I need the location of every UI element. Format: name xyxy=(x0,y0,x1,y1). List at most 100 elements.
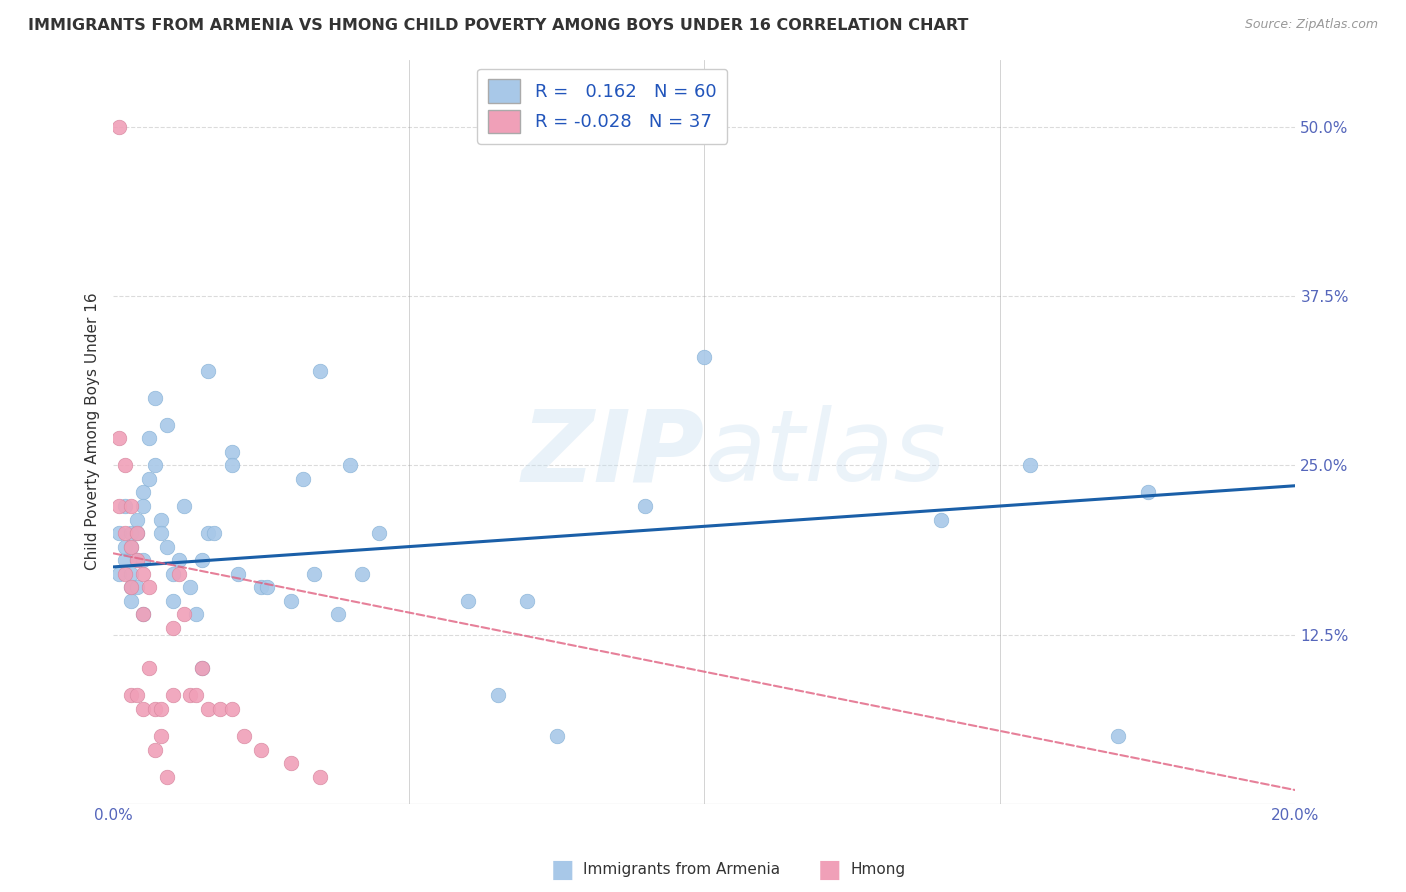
Point xyxy=(208,702,231,716)
Point xyxy=(1107,729,1129,743)
Text: Immigrants from Armenia: Immigrants from Armenia xyxy=(583,863,780,877)
Point xyxy=(127,553,149,567)
Point xyxy=(173,607,195,622)
Point xyxy=(221,458,243,473)
Point xyxy=(1136,485,1159,500)
Text: ■: ■ xyxy=(551,858,574,881)
Point xyxy=(120,540,142,554)
Point xyxy=(226,566,249,581)
Point xyxy=(138,431,160,445)
Point xyxy=(167,566,190,581)
Point xyxy=(546,729,568,743)
Point xyxy=(149,702,172,716)
Point xyxy=(120,593,142,607)
Point xyxy=(250,580,273,594)
Point xyxy=(108,120,131,135)
Point xyxy=(108,526,131,541)
Point xyxy=(108,431,131,445)
Point xyxy=(120,540,142,554)
Text: IMMIGRANTS FROM ARMENIA VS HMONG CHILD POVERTY AMONG BOYS UNDER 16 CORRELATION C: IMMIGRANTS FROM ARMENIA VS HMONG CHILD P… xyxy=(28,18,969,33)
Point xyxy=(114,526,136,541)
Point xyxy=(108,499,131,513)
Point xyxy=(291,472,314,486)
Point xyxy=(309,364,332,378)
Point xyxy=(156,417,179,432)
Point xyxy=(256,580,278,594)
Point xyxy=(138,580,160,594)
Point xyxy=(202,526,225,541)
Point xyxy=(191,661,214,675)
Point xyxy=(127,526,149,541)
Point xyxy=(149,729,172,743)
Point xyxy=(156,770,179,784)
Point xyxy=(120,499,142,513)
Point xyxy=(350,566,373,581)
Point xyxy=(162,566,184,581)
Point xyxy=(339,458,361,473)
Legend: R =   0.162   N = 60, R = -0.028   N = 37: R = 0.162 N = 60, R = -0.028 N = 37 xyxy=(477,69,727,144)
Point xyxy=(132,702,155,716)
Point xyxy=(280,593,302,607)
Point xyxy=(132,607,155,622)
Point xyxy=(197,526,219,541)
Point xyxy=(309,770,332,784)
Point xyxy=(197,702,219,716)
Point xyxy=(191,553,214,567)
Point xyxy=(634,499,657,513)
Point xyxy=(138,472,160,486)
Text: atlas: atlas xyxy=(704,406,946,502)
Point xyxy=(186,607,208,622)
Point xyxy=(167,553,190,567)
Point xyxy=(326,607,349,622)
Point xyxy=(132,485,155,500)
Point xyxy=(179,689,201,703)
Point xyxy=(127,580,149,594)
Point xyxy=(162,593,184,607)
Point xyxy=(486,689,509,703)
Point xyxy=(127,553,149,567)
Y-axis label: Child Poverty Among Boys Under 16: Child Poverty Among Boys Under 16 xyxy=(86,293,100,570)
Point xyxy=(457,593,479,607)
Point xyxy=(250,742,273,756)
Point xyxy=(127,512,149,526)
Point xyxy=(120,689,142,703)
Point xyxy=(197,364,219,378)
Text: Source: ZipAtlas.com: Source: ZipAtlas.com xyxy=(1244,18,1378,31)
Point xyxy=(127,526,149,541)
Point xyxy=(516,593,538,607)
Point xyxy=(173,499,195,513)
Point xyxy=(280,756,302,770)
Point xyxy=(114,458,136,473)
Point xyxy=(149,512,172,526)
Point xyxy=(127,689,149,703)
Point xyxy=(1018,458,1040,473)
Point xyxy=(929,512,952,526)
Point xyxy=(186,689,208,703)
Point xyxy=(162,689,184,703)
Point xyxy=(149,526,172,541)
Point xyxy=(191,661,214,675)
Point xyxy=(120,580,142,594)
Point xyxy=(179,580,201,594)
Point xyxy=(368,526,391,541)
Point xyxy=(132,607,155,622)
Point xyxy=(114,566,136,581)
Point xyxy=(143,742,166,756)
Point xyxy=(304,566,326,581)
Point xyxy=(221,445,243,459)
Point xyxy=(156,540,179,554)
Point xyxy=(114,553,136,567)
Point xyxy=(162,621,184,635)
Point xyxy=(138,661,160,675)
Point xyxy=(132,499,155,513)
Point xyxy=(120,526,142,541)
Point xyxy=(221,702,243,716)
Text: ■: ■ xyxy=(818,858,841,881)
Point xyxy=(143,458,166,473)
Point xyxy=(120,580,142,594)
Point xyxy=(108,566,131,581)
Point xyxy=(120,566,142,581)
Point xyxy=(143,391,166,405)
Point xyxy=(114,540,136,554)
Point xyxy=(114,499,136,513)
